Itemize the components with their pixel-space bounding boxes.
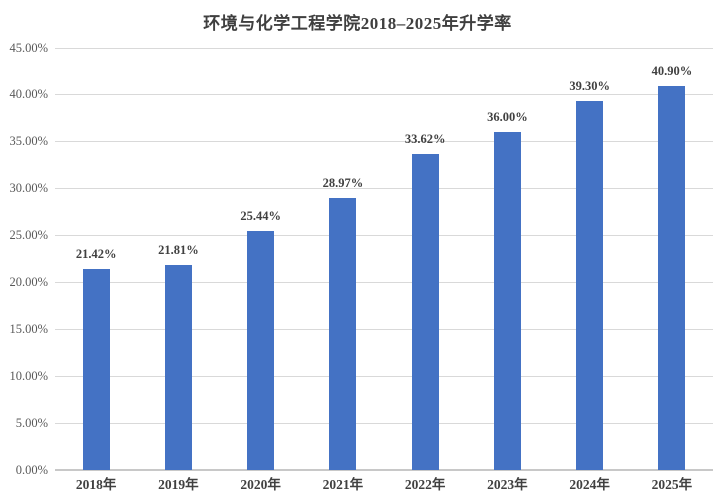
y-axis-tick-label: 30.00% <box>9 181 48 196</box>
gridline <box>55 282 713 284</box>
y-axis-tick-label: 20.00% <box>9 275 48 290</box>
gridline <box>55 329 713 331</box>
bar-2019年 <box>164 265 192 470</box>
gridline <box>55 235 713 237</box>
gridline <box>55 47 713 49</box>
bar-2021年 <box>329 198 357 470</box>
bar-value-label: 40.90% <box>651 63 693 78</box>
y-axis-tick-label: 10.00% <box>9 369 48 384</box>
bar-2018年 <box>82 268 110 470</box>
bar-value-label: 28.97% <box>322 176 364 190</box>
gridline <box>55 94 713 96</box>
x-axis-tick-label: 2021年 <box>322 477 364 492</box>
gridline <box>55 423 713 425</box>
y-axis-tick-label: 15.00% <box>9 322 48 337</box>
x-axis-line <box>55 469 713 471</box>
bar-2025年 <box>658 85 686 470</box>
bar-value-label: 39.30% <box>569 79 610 94</box>
y-axis-tick-label: 40.00% <box>9 87 48 102</box>
gridline <box>55 376 713 378</box>
x-axis-tick-label: 2022年 <box>404 477 446 492</box>
bar-value-label: 25.44% <box>240 209 281 224</box>
y-axis-tick-label: 25.00% <box>9 228 48 243</box>
bar-2024年 <box>576 101 604 470</box>
gridline <box>55 188 713 190</box>
x-axis-tick-label: 2019年 <box>158 477 199 492</box>
bar-2022年 <box>411 154 439 470</box>
x-axis-tick-label: 2020年 <box>240 477 281 492</box>
bar-value-label: 21.81% <box>158 243 199 258</box>
x-axis-tick-label: 2018年 <box>75 477 117 492</box>
bar-value-label: 21.42% <box>75 246 117 261</box>
y-axis-tick-label: 35.00% <box>9 134 48 149</box>
bar-2023年 <box>493 132 521 470</box>
bar-2020年 <box>247 231 275 470</box>
y-axis-tick-label: 0.00% <box>15 463 48 477</box>
y-axis-tick-label: 45.00% <box>9 40 48 55</box>
y-axis-tick-label: 5.00% <box>15 416 48 431</box>
gridline <box>55 141 713 143</box>
chart-title: 环境与化学工程学院2018–2025年升学率 <box>203 14 512 33</box>
x-axis-tick-label: 2025年 <box>651 477 693 492</box>
bar-value-label: 36.00% <box>487 110 528 124</box>
x-axis-tick-label: 2023年 <box>487 477 528 492</box>
bar-value-label: 33.62% <box>404 132 446 147</box>
x-axis-tick-label: 2024年 <box>569 477 610 492</box>
